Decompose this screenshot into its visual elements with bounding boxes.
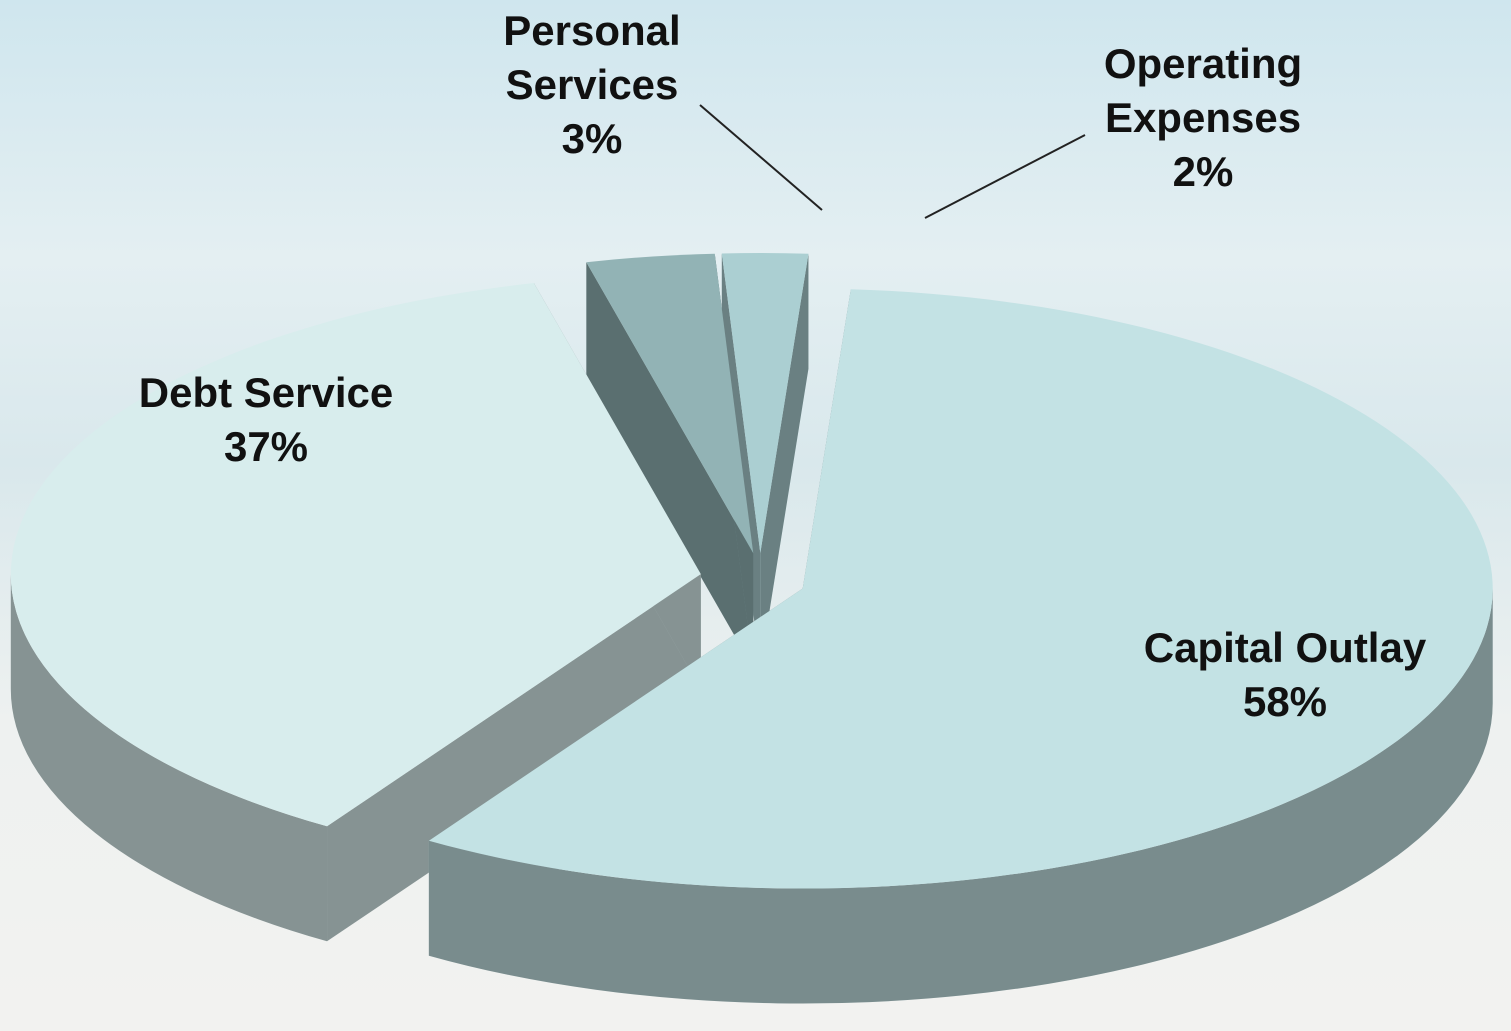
slice-label: Operating Expenses 2% <box>1063 37 1343 199</box>
slices <box>10 253 1493 1004</box>
category-label: Debt Service <box>138 369 394 416</box>
leader-line <box>699 104 823 211</box>
slice-label: Personal Services 3% <box>462 4 722 166</box>
slice-side-shade <box>586 262 754 669</box>
slice-side <box>760 253 809 669</box>
slice-side <box>327 574 701 942</box>
category-label: Personal Services <box>503 7 681 108</box>
slice-side-shade <box>10 574 328 942</box>
slice-label: Debt Service 37% <box>56 366 476 474</box>
slice <box>10 283 701 827</box>
value-label: 3% <box>561 115 623 162</box>
slice <box>721 253 809 554</box>
slice-label: Capital Outlay 58% <box>1075 621 1495 729</box>
slice <box>586 253 754 554</box>
category-label: Operating Expenses <box>1103 40 1303 141</box>
value-label: 37% <box>223 423 309 470</box>
slice-side <box>428 588 1493 1004</box>
value-label: 58% <box>1242 678 1328 725</box>
slice-side <box>10 574 328 942</box>
slice-side-shade <box>428 588 1493 1004</box>
category-label: Capital Outlay <box>1143 624 1427 671</box>
slice-side-shade <box>327 574 701 942</box>
slice-side-shade <box>760 253 809 669</box>
value-label: 2% <box>1172 148 1234 195</box>
slice-side <box>586 262 754 669</box>
slice <box>428 289 1493 889</box>
leader-line <box>924 134 1086 219</box>
